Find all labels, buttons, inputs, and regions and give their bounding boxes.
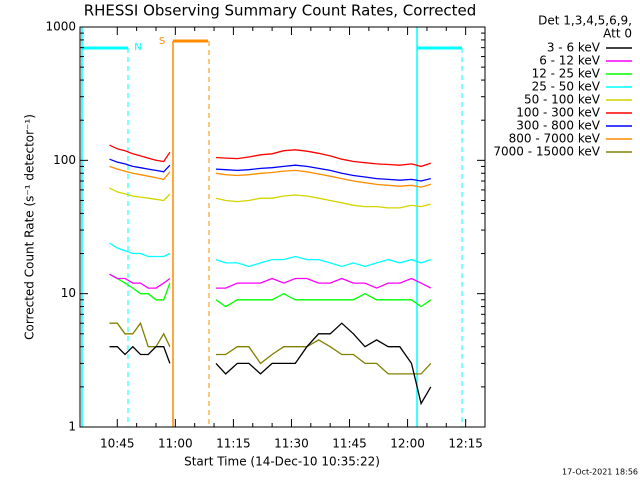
series-line xyxy=(109,273,432,289)
plot-frame xyxy=(79,26,486,428)
y-tick-label: 100 xyxy=(53,153,76,167)
legend-label: 100 - 300 keV xyxy=(516,106,600,120)
series-line xyxy=(109,187,431,209)
legend-label: 25 - 50 keV xyxy=(532,80,601,94)
x-tick-label: 11:30 xyxy=(274,437,309,451)
x-tick-label: 10:45 xyxy=(100,437,135,451)
legend-header: Det 1,3,4,5,6,9, xyxy=(538,14,632,28)
series-line xyxy=(109,144,431,168)
y-tick-label: 1 xyxy=(68,420,76,434)
flags: N S xyxy=(81,27,463,427)
x-tick-label: 12:15 xyxy=(448,437,483,451)
series-line xyxy=(109,158,431,182)
legend-label: 3 - 6 keV xyxy=(547,41,601,55)
x-tick-label: 11:00 xyxy=(158,437,193,451)
y-tick-label: 1000 xyxy=(45,20,76,34)
legend-header: Att 0 xyxy=(603,27,632,41)
legend-label: 300 - 800 keV xyxy=(516,119,600,133)
x-tick-label: 11:45 xyxy=(332,437,367,451)
footer: 17-Oct-2021 18:56 xyxy=(562,468,638,477)
legend-label: 50 - 100 keV xyxy=(524,93,601,107)
x-tick-label: 12:00 xyxy=(390,437,425,451)
series-line xyxy=(109,321,432,375)
series-line xyxy=(109,242,432,268)
legend-label: 800 - 7000 keV xyxy=(509,132,601,146)
y-tick-label: 10 xyxy=(61,286,76,300)
x-axis-label: Start Time (14-Dec-10 10:35:22) xyxy=(184,455,380,469)
annotation: S xyxy=(159,36,165,47)
series-line xyxy=(109,273,432,308)
legend-label: 6 - 12 keV xyxy=(539,54,601,68)
legend-label: 12 - 25 keV xyxy=(532,67,601,81)
x-tick-label: 11:15 xyxy=(216,437,251,451)
y-axis-label: Corrected Count Rate (s⁻¹ detector⁻¹) xyxy=(23,114,37,340)
chart-title: RHESSI Observing Summary Count Rates, Co… xyxy=(84,2,477,20)
annotation: N xyxy=(134,42,141,53)
series-line xyxy=(109,165,431,188)
series-line xyxy=(109,322,432,406)
legend-label: 7000 - 15000 keV xyxy=(493,145,600,159)
